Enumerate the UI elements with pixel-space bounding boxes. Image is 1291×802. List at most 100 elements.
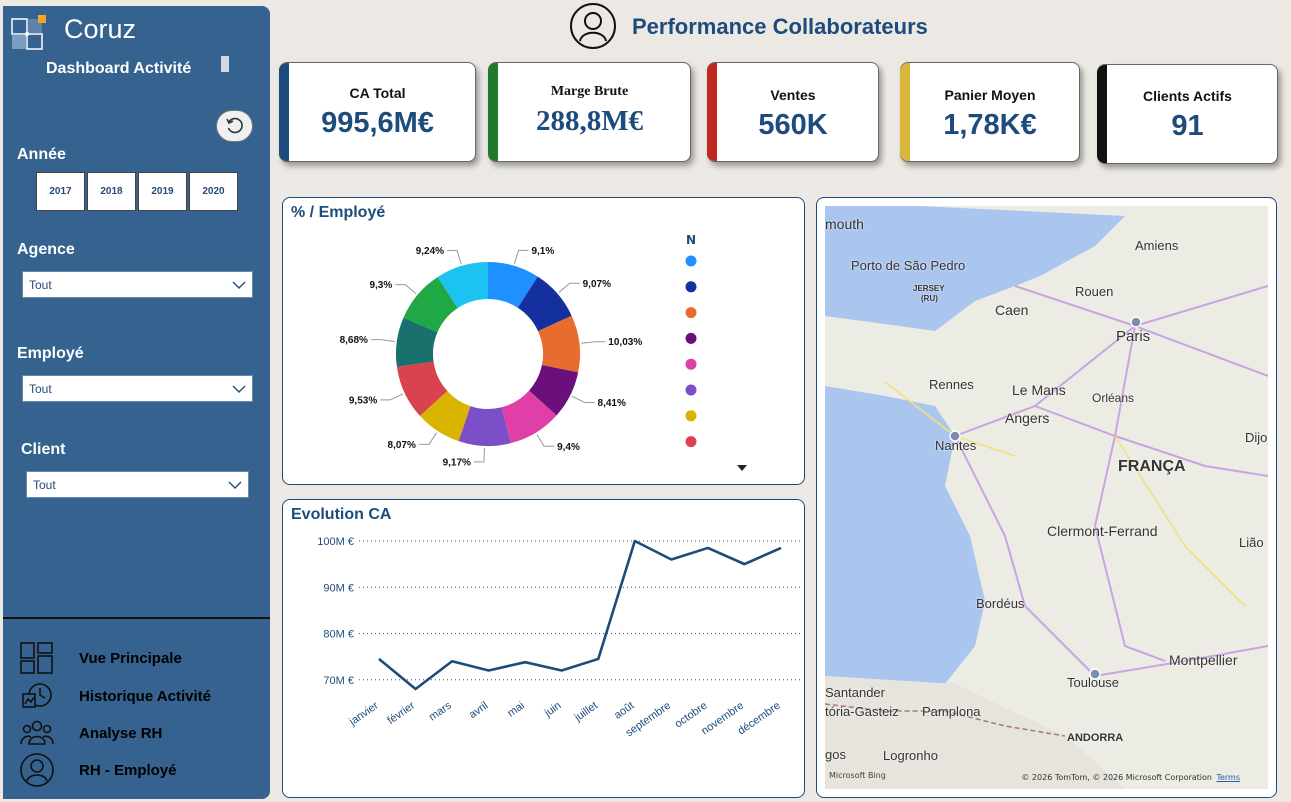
employe-filter-label: Employé (17, 345, 84, 362)
donut-chart-title: % / Employé (291, 204, 386, 221)
legend-dot[interactable] (685, 436, 697, 448)
slice-data-label: 8,07% (388, 440, 416, 451)
client-dropdown[interactable]: Tout (26, 471, 249, 498)
map-place-label: Rennes (929, 377, 974, 392)
map-place-label: gos (825, 747, 846, 762)
map-place-label: Logronho (883, 748, 938, 763)
legend-dot[interactable] (685, 410, 697, 422)
kpi-accent (707, 63, 717, 161)
y-tick-label: 70M € (323, 675, 354, 687)
legend-dot[interactable] (685, 281, 697, 293)
france-map[interactable]: mouth Amiens Porto de São Pedro JERSEY (RU) R… (825, 206, 1268, 789)
dashboard-subtitle: Dashboard Activité (46, 60, 192, 77)
kpi-clients-actifs: Clients Actifs 91 (1097, 64, 1278, 164)
donut-slice[interactable] (538, 315, 580, 373)
donut-slice[interactable] (488, 262, 538, 308)
leader-line (473, 447, 485, 463)
map-place-label: mouth (825, 216, 864, 232)
donut-slice[interactable] (517, 276, 572, 332)
map-place-label: tória-Gasteiz (825, 704, 899, 719)
legend-dot[interactable] (685, 307, 697, 319)
series-line[interactable] (378, 539, 782, 691)
line-chart: 70M €80M €90M €100M €janvier février mars a… (317, 536, 803, 739)
donut-slice[interactable] (396, 361, 448, 416)
slice-data-label: 9,24% (416, 246, 444, 257)
year-2018-button[interactable]: 2018 (87, 172, 136, 211)
employe-dropdown[interactable]: Tout (22, 375, 253, 402)
x-tick-label: mai (505, 700, 526, 720)
x-tick-label: février (385, 699, 417, 727)
map-place-label: Lião (1239, 535, 1264, 550)
logo-icon (9, 10, 51, 52)
donut-slice[interactable] (437, 262, 488, 309)
slice-data-label: 9,3% (369, 280, 392, 291)
donut-slice[interactable] (396, 317, 438, 367)
agence-dropdown[interactable]: Tout (22, 271, 253, 298)
map-place-label: ANDORRA (1067, 732, 1124, 744)
slice-data-label: 8,41% (598, 398, 626, 409)
kpi-value: 288,8M€ (535, 105, 644, 137)
donut-legend (685, 255, 697, 448)
kpi-value: 91 (1171, 110, 1204, 142)
donut-chart-panel: % / Employé 9,1% 9,07% 10,03% 8,41% 9,4% 9,17… (282, 197, 805, 485)
client-filter-label: Client (21, 441, 66, 458)
team-icon (17, 715, 57, 751)
x-tick-label: juin (542, 700, 564, 720)
nav-rh-employe[interactable]: RH - Employé (17, 752, 177, 788)
legend-dot[interactable] (685, 384, 697, 396)
history-icon (17, 678, 57, 714)
kpi-accent (488, 63, 498, 161)
donut-slice[interactable] (458, 406, 511, 446)
donut-slice[interactable] (419, 391, 471, 442)
person-icon (17, 752, 57, 788)
legend-dot[interactable] (685, 358, 697, 370)
kpi-marge-brute: Marge Brute 288,8M€ (488, 62, 691, 162)
year-2017-button[interactable]: 2017 (36, 172, 85, 211)
map-terms-link[interactable]: Terms (1216, 773, 1240, 782)
leader-line (571, 395, 595, 403)
year-2019-button[interactable]: 2019 (138, 172, 187, 211)
chevron-down-icon (232, 385, 246, 393)
year-2020-button[interactable]: 2020 (189, 172, 238, 211)
line-chart-title: Evolution CA (291, 506, 392, 523)
kpi-accent (1097, 65, 1107, 163)
client-dropdown-value: Tout (33, 477, 56, 492)
y-tick-label: 100M € (317, 536, 354, 548)
legend-dot[interactable] (685, 255, 697, 267)
chevron-down-icon (232, 281, 246, 289)
leader-line (558, 282, 580, 293)
kpi-label: CA Total (349, 85, 406, 101)
legend-title: N (686, 233, 697, 247)
donut-slice[interactable] (529, 364, 579, 416)
slice-data-label: 9,4% (557, 442, 580, 453)
leader-line (536, 434, 555, 447)
donut-slice[interactable] (501, 390, 557, 444)
map-place-label: Amiens (1135, 238, 1179, 253)
nav-historique-activite[interactable]: Historique Activité (17, 678, 211, 714)
donut-slice[interactable] (403, 277, 458, 333)
legend-scroll-down-icon[interactable] (735, 463, 749, 473)
reset-filters-button[interactable] (216, 110, 253, 142)
map-place-label: Toulouse (1067, 675, 1120, 690)
slice-data-label: 9,1% (531, 246, 554, 257)
nav-label: RH - Employé (79, 761, 177, 779)
map-place-label: Dijo (1245, 430, 1268, 445)
map-place-label: (RU) (921, 294, 938, 303)
scroll-marker (221, 56, 229, 72)
leader-line (418, 432, 437, 445)
map-place-label: Caen (995, 302, 1029, 318)
agence-filter-label: Agence (17, 241, 75, 258)
nav-label: Historique Activité (79, 687, 211, 705)
x-tick-label: août (612, 700, 636, 722)
line-chart-panel: Evolution CA 70M € 80M € 90M € 100M € janvie… (282, 499, 805, 798)
legend-dot[interactable] (685, 332, 697, 344)
map-place-label: Nantes (935, 438, 977, 453)
kpi-value: 1,78K€ (943, 109, 1037, 141)
slice-data-label: 8,68% (340, 335, 368, 346)
nav-vue-principale[interactable]: Vue Principale (17, 640, 182, 676)
slice-data-label: 9,07% (583, 279, 611, 290)
leader-line (447, 250, 462, 265)
nav-analyse-rh[interactable]: Analyse RH (17, 715, 162, 751)
kpi-value: 995,6M€ (321, 107, 434, 139)
map-place-label: Porto de São Pedro (851, 258, 966, 273)
